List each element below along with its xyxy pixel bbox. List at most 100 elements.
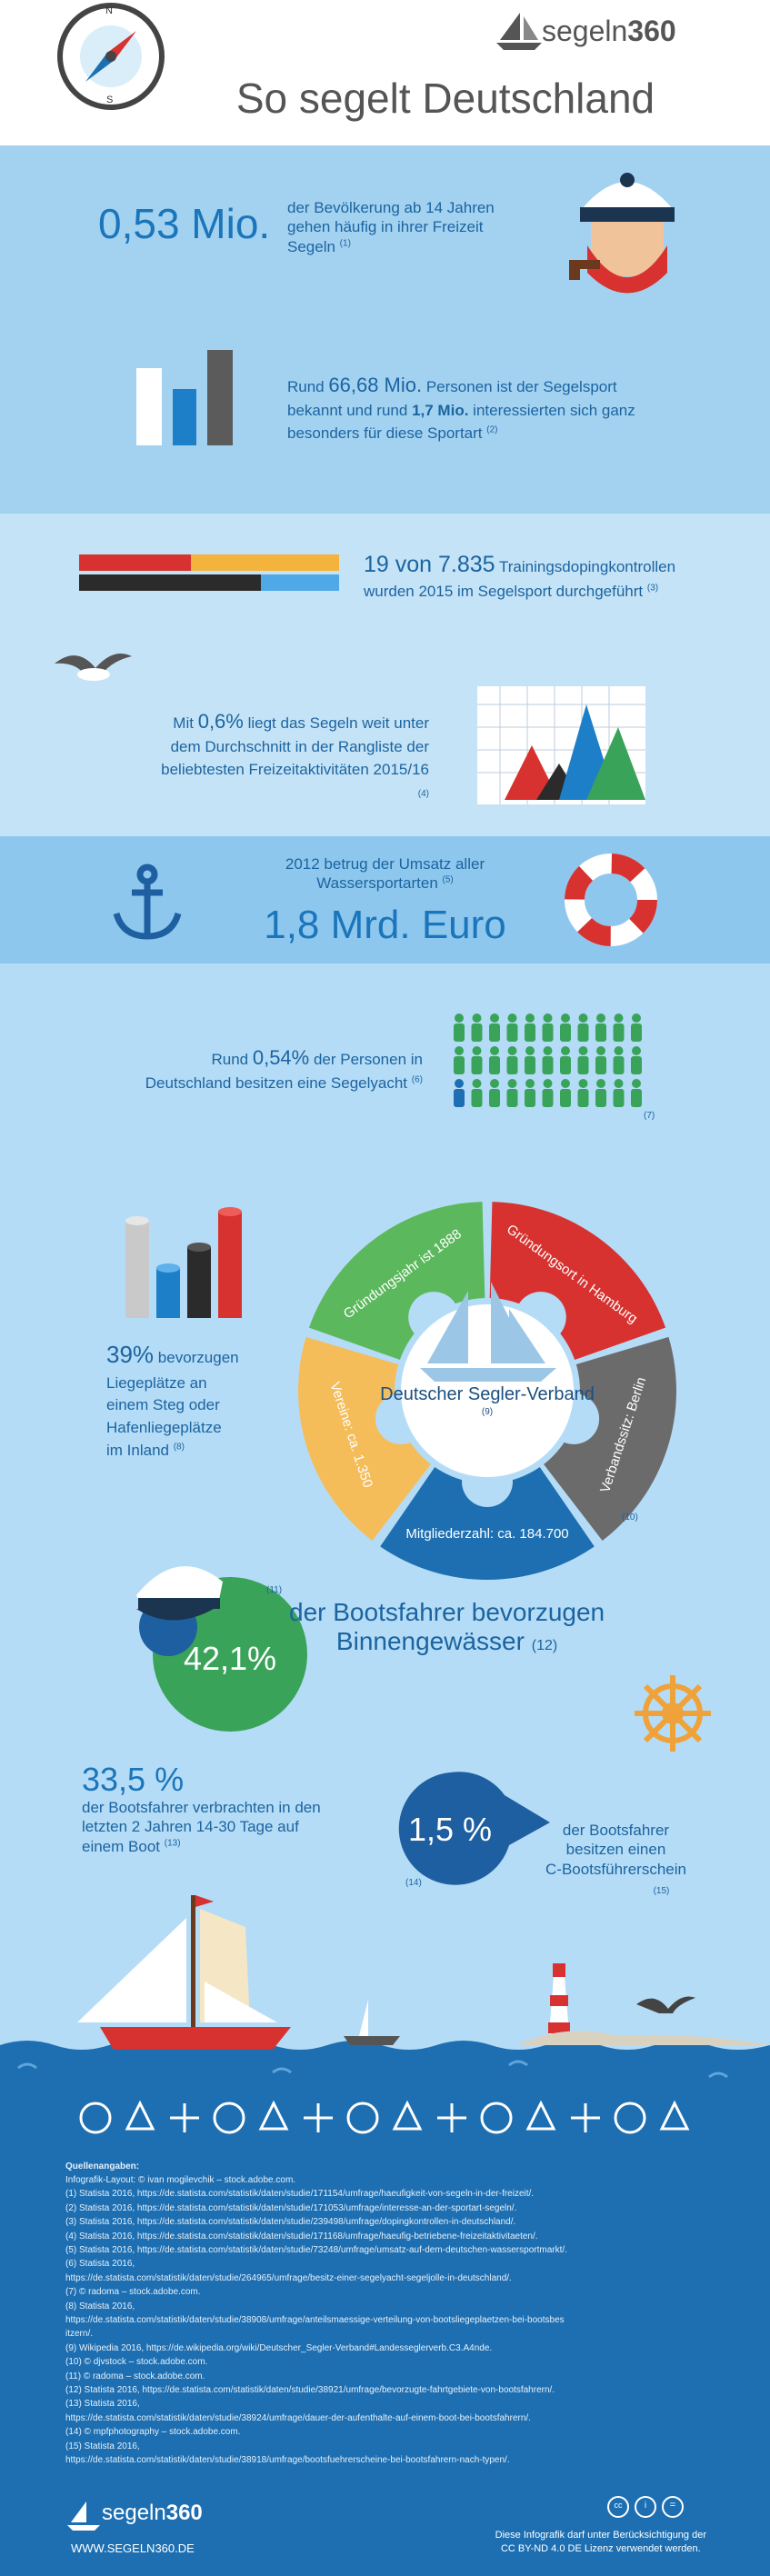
person-head — [596, 1046, 605, 1055]
text: Deutschland besitzen eine Segelyacht — [145, 1073, 408, 1092]
line: Diese Infografik darf unter Berücksichti… — [495, 2530, 706, 2541]
source-line: itzern/. — [65, 2329, 94, 2340]
people-icons — [454, 1013, 642, 1107]
icon-bar — [261, 574, 339, 591]
person-head — [596, 1079, 605, 1088]
pipe — [569, 260, 580, 280]
person-body — [525, 1023, 535, 1042]
beard — [587, 245, 667, 294]
person-body — [506, 1023, 518, 1042]
stat-number: 0,54% — [252, 1046, 310, 1069]
footer-brand: segeln360 — [102, 2500, 203, 2527]
brand-text: segeln — [542, 15, 628, 47]
gull-belly — [77, 668, 110, 681]
person-body — [631, 1023, 642, 1042]
sea — [0, 2041, 770, 2576]
stat-number: 0,53 Mio. — [98, 200, 271, 247]
icon-bar — [136, 368, 162, 445]
person-body — [506, 1089, 518, 1107]
person-body — [613, 1023, 625, 1042]
text: Liegeplätze an — [106, 1373, 207, 1392]
icon — [659, 2100, 690, 2131]
ref: (4) — [417, 789, 429, 800]
source-line: https://de.statista.com/statistik/daten/… — [65, 2315, 565, 2325]
stat-number: 39% — [106, 1341, 155, 1368]
brand-text: segeln — [102, 2501, 166, 2525]
line: einem Boot — [82, 1837, 160, 1855]
line: CC BY-ND 4.0 DE Lizenz verwendet werden. — [500, 2542, 701, 2554]
person-head — [614, 1046, 624, 1055]
sailboat — [77, 1895, 291, 2050]
anchor-shape — [113, 882, 182, 940]
source-line: (10) © djvstock – stock.adobe.com. — [65, 2357, 208, 2368]
ref: (1) — [339, 237, 351, 248]
stripe — [548, 2022, 570, 2033]
footer-url: WWW.SEGELN360.DE — [71, 2541, 195, 2555]
cap-icon — [136, 1566, 223, 1621]
ref: (10) — [622, 1513, 638, 1523]
person-head — [614, 1013, 624, 1023]
cap-badge — [620, 173, 635, 187]
sail — [427, 1291, 468, 1363]
source-line: (2) Statista 2016, https://de.statista.c… — [65, 2202, 517, 2213]
person-body — [471, 1023, 483, 1042]
stat-number: 19 von 7.835 — [364, 552, 495, 577]
person-head — [543, 1046, 553, 1055]
source-line: (15) Statista 2016, — [65, 2441, 140, 2451]
lamp — [553, 1963, 565, 1977]
drop — [398, 1772, 550, 1885]
icon — [346, 2102, 379, 2134]
ref: (14) — [405, 1878, 422, 1888]
text: Hafenliegeplätze — [106, 1418, 222, 1436]
person-head — [525, 1013, 535, 1023]
title: So segelt Deutschland — [235, 75, 655, 122]
icon — [79, 2102, 112, 2134]
stat-number: 1,8 Mrd. Euro — [264, 903, 506, 947]
cylinder-icons — [125, 1207, 242, 1318]
badge — [662, 2496, 684, 2518]
source-line: (6) Statista 2016, — [65, 2259, 135, 2270]
line: C-Bootsführerschein — [545, 1860, 686, 1878]
icon — [258, 2100, 289, 2131]
ref: (7) — [644, 1111, 655, 1121]
stat-text: Mit 0,6% liegt das Segeln weit unter dem … — [161, 707, 429, 804]
dsv-title: Deutscher Segler-Verband — [380, 1384, 595, 1404]
person-head — [525, 1079, 535, 1088]
person-body — [560, 1089, 571, 1107]
compass-label: S — [106, 95, 114, 105]
icon — [525, 2100, 556, 2131]
compass-pin — [105, 51, 116, 62]
line: gehen häufig in ihrer Freizeit — [287, 218, 484, 236]
ref: (9) — [481, 1407, 494, 1417]
gull-icon — [55, 653, 132, 681]
icon-bar — [79, 574, 261, 591]
text: liegt das Segeln weit unter — [247, 714, 429, 732]
stat-text: 19 von 7.835 Trainingsdopingkontrollen wu… — [364, 549, 675, 603]
person-head — [490, 1079, 499, 1088]
license: Diese Infografik darf unter Berücksichti… — [495, 2529, 706, 2556]
text: Rund — [287, 378, 325, 395]
text: Mit — [173, 714, 194, 732]
sail — [359, 2000, 368, 2036]
person-head — [632, 1046, 641, 1055]
cylinder-top — [125, 1216, 149, 1225]
gull-body — [55, 653, 132, 677]
person-head — [472, 1079, 482, 1088]
gull-icon — [636, 1996, 695, 2013]
waves — [17, 2060, 728, 2079]
person-body — [506, 1056, 518, 1074]
sail — [524, 16, 538, 40]
person-body — [525, 1089, 535, 1107]
icon-bar — [173, 389, 196, 445]
person-body — [577, 1056, 589, 1074]
person-body — [542, 1023, 554, 1042]
person-head — [507, 1013, 517, 1023]
area-chart-icon — [477, 686, 645, 804]
captain-icon — [569, 173, 675, 294]
text: bekannt und rund — [287, 401, 408, 419]
lifebuoy-icon — [565, 854, 657, 946]
segment-label: Mitgliederzahl: ca. 184.700 — [405, 1526, 568, 1542]
cylinder — [156, 1268, 180, 1318]
icon — [125, 2100, 155, 2131]
wheel-icon — [635, 1675, 711, 1752]
